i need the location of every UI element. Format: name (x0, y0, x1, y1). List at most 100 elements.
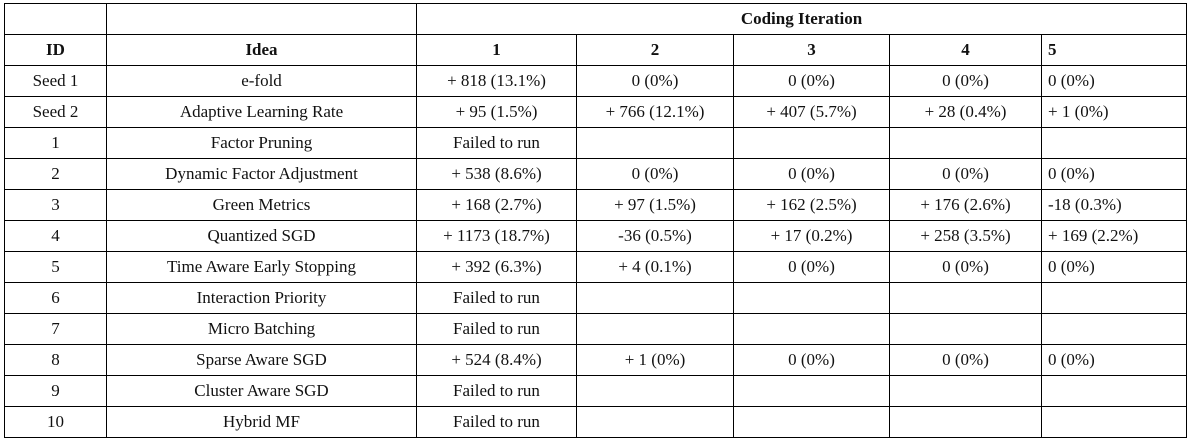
table-cell: + 169 (2.2%) (1041, 220, 1187, 252)
table-cell: 0 (0%) (1041, 251, 1187, 283)
table-cell: + 17 (0.2%) (733, 220, 890, 252)
table-cell: 4 (4, 220, 107, 252)
table-cell: + 392 (6.3%) (416, 251, 577, 283)
table-cell: + 28 (0.4%) (889, 96, 1042, 128)
table-cell: e-fold (106, 65, 417, 97)
table-cell: + 1 (0%) (576, 344, 734, 376)
group-header: Coding Iteration (416, 3, 1187, 35)
table-cell: + 538 (8.6%) (416, 158, 577, 190)
table-cell: 1 (4, 127, 107, 159)
table-cell: + 1173 (18.7%) (416, 220, 577, 252)
empty-cell (889, 282, 1042, 314)
table-cell: 0 (0%) (576, 158, 734, 190)
table-cell: Micro Batching (106, 313, 417, 345)
empty-cell (889, 406, 1042, 438)
table-cell: Time Aware Early Stopping (106, 251, 417, 283)
empty-cell (1041, 313, 1187, 345)
table-cell: Failed to run (416, 375, 577, 407)
table-cell: Factor Pruning (106, 127, 417, 159)
empty-cell (733, 375, 890, 407)
column-header-row: ID Idea 1 2 3 4 5 (4, 34, 1187, 66)
table-cell: -18 (0.3%) (1041, 189, 1187, 221)
table-cell: 0 (0%) (576, 65, 734, 97)
table-cell: 0 (0%) (733, 65, 890, 97)
column-header: 5 (1041, 34, 1187, 66)
table-cell: + 168 (2.7%) (416, 189, 577, 221)
table-row: 9 Cluster Aware SGD Failed to run (4, 375, 1187, 407)
table-cell: + 162 (2.5%) (733, 189, 890, 221)
empty-cell (576, 282, 734, 314)
empty-cell (576, 375, 734, 407)
table-row: 2 Dynamic Factor Adjustment + 538 (8.6%) 0 … (4, 158, 1187, 190)
table-row: 8 Sparse Aware SGD + 524 (8.4%) + 1 (0%) 0 (… (4, 344, 1187, 376)
table-cell: + 97 (1.5%) (576, 189, 734, 221)
empty-cell (1041, 375, 1187, 407)
table-row: 4 Quantized SGD + 1173 (18.7%) -36 (0.5%) + … (4, 220, 1187, 252)
table-cell: Sparse Aware SGD (106, 344, 417, 376)
empty-cell (106, 3, 417, 35)
empty-cell (576, 406, 734, 438)
empty-cell (576, 127, 734, 159)
table-cell: + 818 (13.1%) (416, 65, 577, 97)
column-header: Idea (106, 34, 417, 66)
table-cell: 0 (0%) (1041, 344, 1187, 376)
table-cell: 0 (0%) (1041, 158, 1187, 190)
table-cell: + 4 (0.1%) (576, 251, 734, 283)
results-table: Coding Iteration ID Idea 1 2 3 4 5 Seed 1 e-fol… (4, 3, 1187, 438)
table-cell: Adaptive Learning Rate (106, 96, 417, 128)
table-cell: + 176 (2.6%) (889, 189, 1042, 221)
table-cell: 9 (4, 375, 107, 407)
table-cell: 5 (4, 251, 107, 283)
column-header: 3 (733, 34, 890, 66)
table-row: 1 Factor Pruning Failed to run (4, 127, 1187, 159)
table-cell: 0 (0%) (733, 158, 890, 190)
table-row: 6 Interaction Priority Failed to run (4, 282, 1187, 314)
column-header: 1 (416, 34, 577, 66)
table-cell: Green Metrics (106, 189, 417, 221)
empty-cell (733, 127, 890, 159)
table-cell: + 524 (8.4%) (416, 344, 577, 376)
table-cell: Quantized SGD (106, 220, 417, 252)
table-cell: 7 (4, 313, 107, 345)
table-cell: 0 (0%) (733, 344, 890, 376)
table-cell: 6 (4, 282, 107, 314)
empty-cell (4, 3, 107, 35)
table-cell: 0 (0%) (889, 158, 1042, 190)
empty-cell (733, 406, 890, 438)
table-cell: Failed to run (416, 313, 577, 345)
group-header-row: Coding Iteration (4, 3, 1187, 35)
empty-cell (1041, 282, 1187, 314)
table-row: 10 Hybrid MF Failed to run (4, 406, 1187, 438)
table-cell: 8 (4, 344, 107, 376)
empty-cell (576, 313, 734, 345)
table-cell: Seed 2 (4, 96, 107, 128)
table-row: 7 Micro Batching Failed to run (4, 313, 1187, 345)
empty-cell (733, 282, 890, 314)
table-cell: 0 (0%) (889, 344, 1042, 376)
empty-cell (1041, 127, 1187, 159)
table-cell: + 407 (5.7%) (733, 96, 890, 128)
table-row: Seed 2 Adaptive Learning Rate + 95 (1.5%) +… (4, 96, 1187, 128)
table-cell: + 1 (0%) (1041, 96, 1187, 128)
table-cell: 0 (0%) (1041, 65, 1187, 97)
empty-cell (1041, 406, 1187, 438)
table-cell: Failed to run (416, 406, 577, 438)
table-cell: -36 (0.5%) (576, 220, 734, 252)
empty-cell (889, 313, 1042, 345)
table-cell: Failed to run (416, 282, 577, 314)
table-cell: + 95 (1.5%) (416, 96, 577, 128)
table-row: 3 Green Metrics + 168 (2.7%) + 97 (1.5%) + 1… (4, 189, 1187, 221)
table-cell: 0 (0%) (733, 251, 890, 283)
table-cell: 2 (4, 158, 107, 190)
table-cell: Seed 1 (4, 65, 107, 97)
table-cell: 3 (4, 189, 107, 221)
table-cell: Interaction Priority (106, 282, 417, 314)
table-body: Seed 1 e-fold + 818 (13.1%) 0 (0%) 0 (0%) 0 (… (4, 65, 1187, 438)
empty-cell (889, 375, 1042, 407)
column-header: 4 (889, 34, 1042, 66)
table-row: Seed 1 e-fold + 818 (13.1%) 0 (0%) 0 (0%) 0 (… (4, 65, 1187, 97)
empty-cell (733, 313, 890, 345)
table-cell: 10 (4, 406, 107, 438)
table-cell: Dynamic Factor Adjustment (106, 158, 417, 190)
